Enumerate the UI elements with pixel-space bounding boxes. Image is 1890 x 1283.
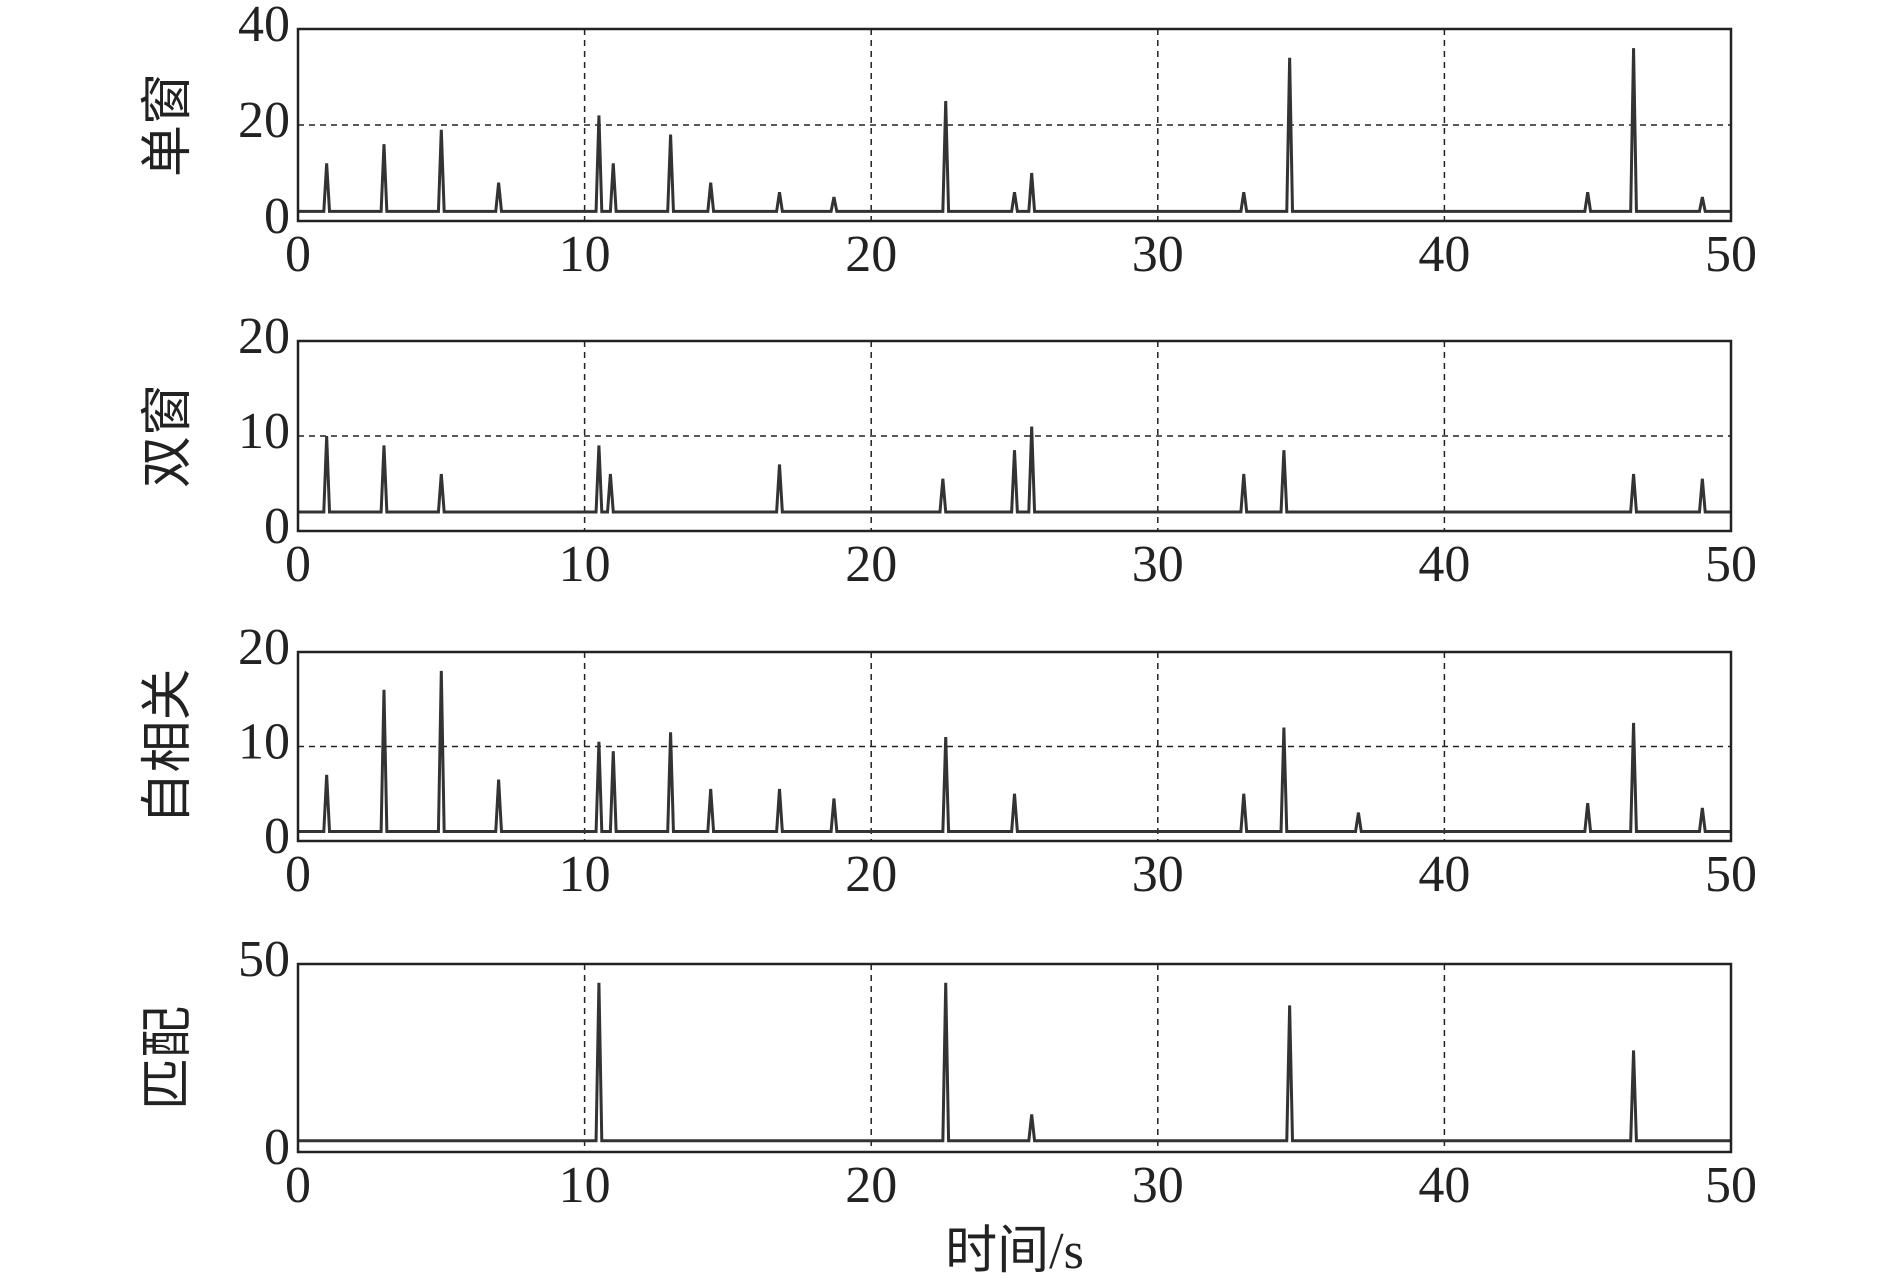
y-tick-label: 40	[238, 0, 290, 53]
x-tick-label: 20	[845, 1157, 897, 1214]
x-tick-label: 50	[1705, 1157, 1757, 1214]
y-tick-label: 20	[238, 308, 290, 365]
y-tick-label: 10	[238, 713, 290, 770]
x-tick-label: 50	[1705, 536, 1757, 593]
x-tick-label: 40	[1418, 1157, 1470, 1214]
y-axis-label: 匹配	[140, 1006, 197, 1110]
x-tick-label: 30	[1132, 846, 1184, 903]
x-tick-label: 40	[1418, 536, 1470, 593]
x-axis-label: 时间/s	[945, 1223, 1084, 1280]
y-tick-label: 20	[238, 92, 290, 149]
plot-frame	[296, 962, 1733, 1154]
x-tick-label: 30	[1132, 536, 1184, 593]
x-tick-label: 0	[285, 1157, 311, 1214]
signal-line	[298, 670, 1731, 834]
x-tick-label: 40	[1418, 226, 1470, 283]
x-tick-label: 20	[845, 846, 897, 903]
plot-frame	[296, 650, 1733, 843]
x-tick-label: 50	[1705, 846, 1757, 903]
plot-frame	[296, 339, 1733, 533]
plot-frame	[296, 27, 1733, 223]
x-tick-label: 40	[1418, 846, 1470, 903]
x-tick-label: 20	[845, 536, 897, 593]
y-tick-label: 0	[264, 498, 290, 555]
y-tick-label: 10	[238, 403, 290, 460]
signal-line	[298, 48, 1731, 213]
x-tick-label: 10	[559, 226, 611, 283]
x-tick-label: 30	[1132, 1157, 1184, 1214]
x-tick-label: 0	[285, 846, 311, 903]
y-axis-label: 自相关	[140, 668, 197, 824]
y-tick-label: 50	[238, 931, 290, 988]
y-axis-label: 单窗	[140, 73, 197, 177]
x-tick-label: 0	[285, 226, 311, 283]
y-tick-label: 0	[264, 808, 290, 865]
signal-line	[298, 982, 1731, 1143]
x-tick-label: 10	[559, 846, 611, 903]
x-tick-label: 0	[285, 536, 311, 593]
y-tick-label: 20	[238, 619, 290, 676]
x-tick-label: 30	[1132, 226, 1184, 283]
x-tick-label: 20	[845, 226, 897, 283]
x-tick-label: 50	[1705, 226, 1757, 283]
y-tick-label: 0	[264, 188, 290, 245]
x-tick-label: 10	[559, 1157, 611, 1214]
y-tick-label: 0	[264, 1119, 290, 1176]
x-tick-label: 10	[559, 536, 611, 593]
signal-line	[298, 426, 1731, 514]
y-axis-label: 双窗	[140, 384, 197, 488]
